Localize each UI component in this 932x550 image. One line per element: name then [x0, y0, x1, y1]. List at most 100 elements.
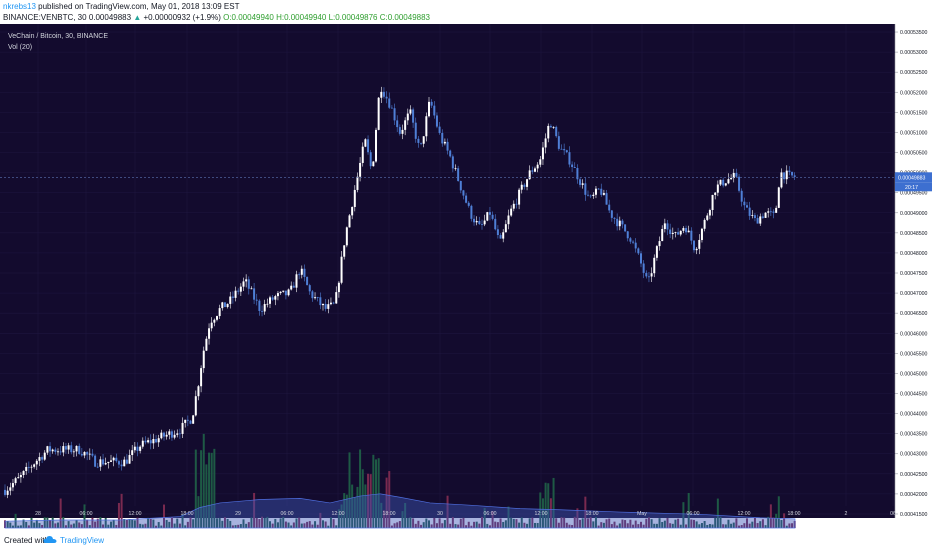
candle-body — [261, 310, 264, 312]
candle-body — [335, 292, 338, 304]
candle-body — [682, 228, 685, 231]
volume-bar — [382, 510, 385, 528]
author-link[interactable]: nkrebs13 — [3, 2, 36, 11]
volume-bar — [735, 518, 738, 528]
volume-bar — [608, 518, 611, 528]
volume-bar — [475, 521, 478, 528]
candle-body — [253, 288, 256, 300]
volume-bar — [695, 521, 698, 528]
volume-bar — [650, 519, 653, 528]
time-tick-label: 18:00 — [586, 511, 599, 517]
price-tick-label: 0.00047500 — [900, 271, 928, 277]
volume-bar — [661, 521, 664, 528]
candle-body — [200, 368, 203, 387]
time-axis[interactable]: 28 06:00 12:00 18:00 29 06:00 12:00 18:00 30 06:0… — [35, 511, 896, 517]
price-tick-label: 0.00046000 — [900, 331, 928, 337]
volume-bar — [592, 521, 595, 528]
candle-body — [165, 434, 168, 437]
volume-bar — [780, 520, 783, 528]
volume-bar — [218, 517, 221, 528]
candle-body — [75, 445, 78, 452]
volume-bar — [759, 521, 762, 528]
volume-bar — [75, 520, 78, 528]
candle-body — [364, 139, 367, 147]
candle-body — [624, 224, 627, 232]
volume-bar — [62, 516, 65, 528]
candle-body — [565, 150, 568, 153]
price-axis[interactable]: 0.00053500 0.00053000 0.00052500 0.00052000… — [895, 30, 932, 518]
volume-bar — [547, 483, 550, 528]
candle-body — [727, 179, 730, 184]
volume-bar — [666, 518, 669, 528]
candle-body — [9, 487, 12, 491]
volume-bar — [178, 523, 181, 528]
candle-body — [49, 446, 52, 452]
volume-bar — [462, 517, 465, 528]
created-with-text: Created with — [4, 536, 49, 545]
volume-bar — [104, 518, 107, 528]
candle-body — [608, 204, 611, 211]
volume-bar — [557, 522, 560, 528]
volume-bar — [88, 525, 91, 528]
tradingview-link[interactable]: TradingView — [60, 536, 105, 545]
last-price-marker — [895, 172, 932, 183]
candle-body — [401, 129, 404, 134]
volume-bar — [555, 518, 558, 528]
candle-body — [123, 459, 126, 467]
chart-svg[interactable]: 28 06:00 12:00 18:00 29 06:00 12:00 18:00 30 06:0… — [0, 24, 932, 530]
volume-bar — [353, 497, 356, 528]
candle-body — [17, 477, 20, 479]
candle-body — [793, 175, 796, 177]
volume-bar — [597, 525, 600, 528]
candle-body — [732, 172, 735, 179]
candle-body — [369, 152, 372, 167]
volume-bar — [454, 524, 457, 528]
candle-body — [306, 276, 309, 286]
volume-bar — [616, 525, 619, 528]
candle-body — [194, 396, 197, 416]
candle-body — [314, 297, 317, 299]
candle-body — [642, 263, 645, 273]
volume-bar — [117, 502, 120, 528]
price-axis-background[interactable] — [895, 24, 932, 518]
ohlc-open: O:0.00049940 — [223, 13, 274, 22]
candle-body — [324, 303, 327, 309]
candle-body — [441, 132, 444, 144]
candle-body — [557, 136, 560, 149]
candle-body — [661, 228, 664, 242]
candle-body — [406, 113, 409, 121]
candle-body — [443, 141, 446, 144]
chart-plot-area[interactable] — [0, 24, 895, 518]
volume-bar — [496, 522, 499, 528]
volume-bar — [417, 520, 420, 528]
candle-body — [287, 289, 290, 296]
volume-bar — [6, 521, 9, 528]
volume-bar — [761, 519, 764, 528]
volume-bar — [674, 519, 677, 528]
candle-body — [422, 136, 425, 144]
volume-bar — [409, 516, 412, 528]
candle-body — [637, 248, 640, 254]
candle-body — [783, 172, 786, 180]
volume-bar — [43, 517, 46, 528]
candle-body — [571, 164, 574, 168]
candle-body — [218, 308, 221, 317]
volume-bar — [483, 508, 486, 528]
symbol-line: BINANCE:VENBTC, 30 0.00049883 ▲ +0.00000… — [3, 13, 430, 22]
volume-bar — [284, 521, 287, 528]
volume-bar — [724, 524, 727, 528]
candle-body — [284, 290, 287, 296]
volume-bar — [237, 524, 240, 528]
candle-body — [735, 172, 738, 177]
price-tick-label: 0.00041500 — [900, 512, 928, 518]
candle-body — [30, 466, 33, 468]
volume-indicator-label[interactable]: Vol (20) — [8, 44, 33, 51]
candle-body — [223, 302, 226, 308]
volume-bar — [72, 523, 75, 528]
volume-bar — [316, 524, 319, 528]
candle-body — [481, 224, 483, 225]
volume-bar — [531, 517, 534, 528]
candle-body — [605, 193, 608, 205]
candle-body — [136, 446, 139, 451]
time-tick-label: 12:00 — [129, 511, 142, 517]
